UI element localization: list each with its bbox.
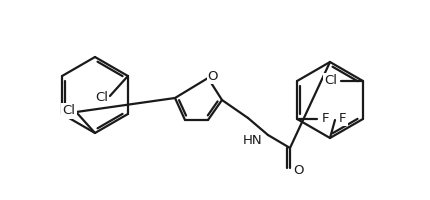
Text: F: F: [321, 112, 329, 126]
Text: Cl: Cl: [95, 91, 108, 104]
Text: HN: HN: [243, 134, 262, 146]
Text: O: O: [293, 164, 303, 176]
Text: F: F: [339, 112, 347, 124]
Text: Cl: Cl: [324, 74, 338, 87]
Text: O: O: [208, 70, 218, 82]
Text: Cl: Cl: [62, 104, 76, 117]
